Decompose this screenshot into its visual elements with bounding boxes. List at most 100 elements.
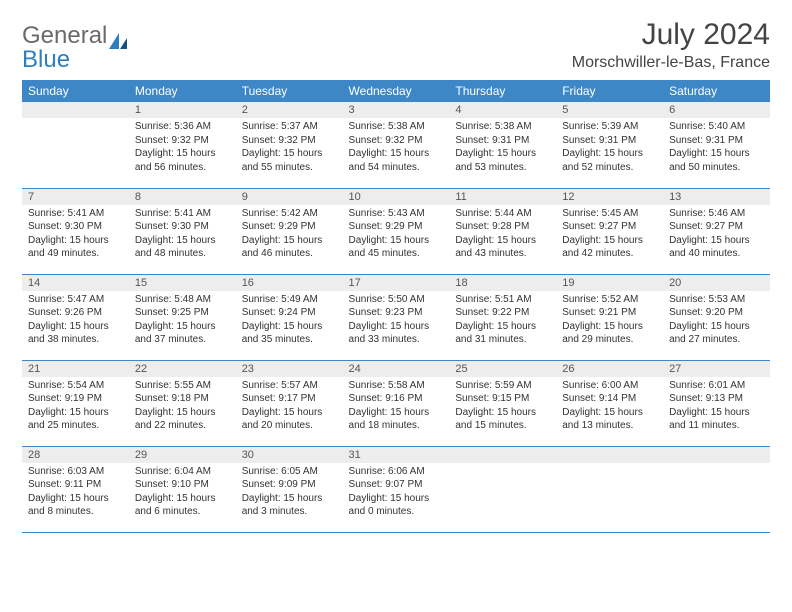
day-number: 30: [236, 447, 343, 463]
day-number: 24: [343, 361, 450, 377]
day-number: 18: [449, 275, 556, 291]
calendar-cell: 6Sunrise: 5:40 AMSunset: 9:31 PMDaylight…: [663, 102, 770, 188]
day-number: 21: [22, 361, 129, 377]
day-number: 15: [129, 275, 236, 291]
calendar-cell: 26Sunrise: 6:00 AMSunset: 9:14 PMDayligh…: [556, 360, 663, 446]
calendar-cell: 8Sunrise: 5:41 AMSunset: 9:30 PMDaylight…: [129, 188, 236, 274]
calendar-cell: 16Sunrise: 5:49 AMSunset: 9:24 PMDayligh…: [236, 274, 343, 360]
day-details: Sunrise: 5:47 AMSunset: 9:26 PMDaylight:…: [22, 291, 129, 351]
day-details: Sunrise: 6:03 AMSunset: 9:11 PMDaylight:…: [22, 463, 129, 523]
calendar-cell: [449, 446, 556, 532]
day-number: 19: [556, 275, 663, 291]
month-title: July 2024: [572, 18, 770, 52]
day-number: 12: [556, 189, 663, 205]
day-number-empty: [449, 447, 556, 463]
calendar-cell: 15Sunrise: 5:48 AMSunset: 9:25 PMDayligh…: [129, 274, 236, 360]
calendar-cell: 3Sunrise: 5:38 AMSunset: 9:32 PMDaylight…: [343, 102, 450, 188]
logo-sail-icon: [108, 32, 130, 50]
calendar-cell: 27Sunrise: 6:01 AMSunset: 9:13 PMDayligh…: [663, 360, 770, 446]
calendar-cell: 1Sunrise: 5:36 AMSunset: 9:32 PMDaylight…: [129, 102, 236, 188]
logo: GeneralBlue: [22, 22, 130, 74]
day-number: 22: [129, 361, 236, 377]
day-details: Sunrise: 5:37 AMSunset: 9:32 PMDaylight:…: [236, 118, 343, 178]
calendar-cell: 18Sunrise: 5:51 AMSunset: 9:22 PMDayligh…: [449, 274, 556, 360]
calendar-table: SundayMondayTuesdayWednesdayThursdayFrid…: [22, 80, 770, 533]
calendar-cell: 12Sunrise: 5:45 AMSunset: 9:27 PMDayligh…: [556, 188, 663, 274]
day-number: 5: [556, 102, 663, 118]
day-number: 6: [663, 102, 770, 118]
day-number: 3: [343, 102, 450, 118]
day-details: Sunrise: 5:38 AMSunset: 9:31 PMDaylight:…: [449, 118, 556, 178]
day-number: 1: [129, 102, 236, 118]
day-details: Sunrise: 5:36 AMSunset: 9:32 PMDaylight:…: [129, 118, 236, 178]
day-number-empty: [556, 447, 663, 463]
day-details: Sunrise: 5:57 AMSunset: 9:17 PMDaylight:…: [236, 377, 343, 437]
calendar-cell: 13Sunrise: 5:46 AMSunset: 9:27 PMDayligh…: [663, 188, 770, 274]
day-details: Sunrise: 5:45 AMSunset: 9:27 PMDaylight:…: [556, 205, 663, 265]
day-number: 13: [663, 189, 770, 205]
day-number: 7: [22, 189, 129, 205]
weekday-header: Saturday: [663, 80, 770, 102]
day-details: Sunrise: 5:40 AMSunset: 9:31 PMDaylight:…: [663, 118, 770, 178]
day-details: Sunrise: 5:59 AMSunset: 9:15 PMDaylight:…: [449, 377, 556, 437]
calendar-cell: 28Sunrise: 6:03 AMSunset: 9:11 PMDayligh…: [22, 446, 129, 532]
weekday-header: Thursday: [449, 80, 556, 102]
day-details: Sunrise: 6:06 AMSunset: 9:07 PMDaylight:…: [343, 463, 450, 523]
day-details: Sunrise: 6:05 AMSunset: 9:09 PMDaylight:…: [236, 463, 343, 523]
day-number: 2: [236, 102, 343, 118]
day-number: 26: [556, 361, 663, 377]
calendar-cell: 22Sunrise: 5:55 AMSunset: 9:18 PMDayligh…: [129, 360, 236, 446]
day-number: 8: [129, 189, 236, 205]
weekday-header: Wednesday: [343, 80, 450, 102]
day-details: Sunrise: 5:53 AMSunset: 9:20 PMDaylight:…: [663, 291, 770, 351]
day-details: Sunrise: 5:42 AMSunset: 9:29 PMDaylight:…: [236, 205, 343, 265]
day-details: Sunrise: 5:46 AMSunset: 9:27 PMDaylight:…: [663, 205, 770, 265]
calendar-cell: 11Sunrise: 5:44 AMSunset: 9:28 PMDayligh…: [449, 188, 556, 274]
day-number: 31: [343, 447, 450, 463]
day-number: 10: [343, 189, 450, 205]
calendar-cell: 29Sunrise: 6:04 AMSunset: 9:10 PMDayligh…: [129, 446, 236, 532]
day-number: 17: [343, 275, 450, 291]
calendar-cell: 19Sunrise: 5:52 AMSunset: 9:21 PMDayligh…: [556, 274, 663, 360]
day-number: 25: [449, 361, 556, 377]
day-number: 27: [663, 361, 770, 377]
calendar-cell: 30Sunrise: 6:05 AMSunset: 9:09 PMDayligh…: [236, 446, 343, 532]
day-details: Sunrise: 5:44 AMSunset: 9:28 PMDaylight:…: [449, 205, 556, 265]
day-details: Sunrise: 5:41 AMSunset: 9:30 PMDaylight:…: [129, 205, 236, 265]
calendar-cell: 7Sunrise: 5:41 AMSunset: 9:30 PMDaylight…: [22, 188, 129, 274]
calendar-cell: 9Sunrise: 5:42 AMSunset: 9:29 PMDaylight…: [236, 188, 343, 274]
day-number: 29: [129, 447, 236, 463]
location: Morschwiller-le-Bas, France: [572, 54, 770, 72]
calendar-cell: 4Sunrise: 5:38 AMSunset: 9:31 PMDaylight…: [449, 102, 556, 188]
calendar-cell: [556, 446, 663, 532]
day-details: Sunrise: 5:38 AMSunset: 9:32 PMDaylight:…: [343, 118, 450, 178]
day-details: Sunrise: 6:04 AMSunset: 9:10 PMDaylight:…: [129, 463, 236, 523]
day-details: Sunrise: 5:48 AMSunset: 9:25 PMDaylight:…: [129, 291, 236, 351]
calendar-cell: 14Sunrise: 5:47 AMSunset: 9:26 PMDayligh…: [22, 274, 129, 360]
day-details: Sunrise: 5:50 AMSunset: 9:23 PMDaylight:…: [343, 291, 450, 351]
calendar-cell: 5Sunrise: 5:39 AMSunset: 9:31 PMDaylight…: [556, 102, 663, 188]
day-details: Sunrise: 5:51 AMSunset: 9:22 PMDaylight:…: [449, 291, 556, 351]
day-number: 28: [22, 447, 129, 463]
calendar-cell: 23Sunrise: 5:57 AMSunset: 9:17 PMDayligh…: [236, 360, 343, 446]
calendar-cell: 10Sunrise: 5:43 AMSunset: 9:29 PMDayligh…: [343, 188, 450, 274]
calendar-cell: [22, 102, 129, 188]
calendar-cell: [663, 446, 770, 532]
day-details: Sunrise: 5:54 AMSunset: 9:19 PMDaylight:…: [22, 377, 129, 437]
day-details: Sunrise: 5:58 AMSunset: 9:16 PMDaylight:…: [343, 377, 450, 437]
weekday-header: Monday: [129, 80, 236, 102]
weekday-header: Sunday: [22, 80, 129, 102]
day-number: 20: [663, 275, 770, 291]
day-details: Sunrise: 6:01 AMSunset: 9:13 PMDaylight:…: [663, 377, 770, 437]
calendar-cell: 20Sunrise: 5:53 AMSunset: 9:20 PMDayligh…: [663, 274, 770, 360]
day-number: 14: [22, 275, 129, 291]
day-number: 16: [236, 275, 343, 291]
day-details: Sunrise: 5:52 AMSunset: 9:21 PMDaylight:…: [556, 291, 663, 351]
calendar-cell: 17Sunrise: 5:50 AMSunset: 9:23 PMDayligh…: [343, 274, 450, 360]
calendar-cell: 24Sunrise: 5:58 AMSunset: 9:16 PMDayligh…: [343, 360, 450, 446]
day-details: Sunrise: 5:39 AMSunset: 9:31 PMDaylight:…: [556, 118, 663, 178]
day-number: 11: [449, 189, 556, 205]
day-number: 9: [236, 189, 343, 205]
day-number-empty: [663, 447, 770, 463]
day-number-empty: [22, 102, 129, 118]
